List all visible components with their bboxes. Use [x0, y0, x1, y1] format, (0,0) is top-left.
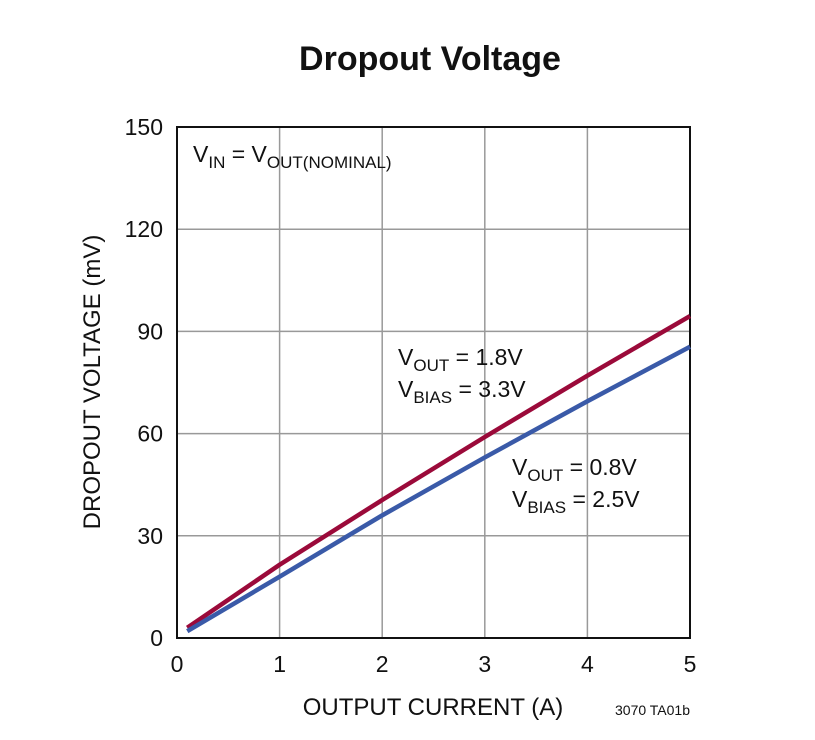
series-line [185, 314, 692, 630]
text-part: V [398, 376, 414, 402]
text-part: = 2.5V [566, 486, 640, 512]
series-label: VBIAS = 3.3V [398, 376, 526, 407]
x-axis-label: OUTPUT CURRENT (A) [303, 694, 563, 721]
y-tick-label: 30 [137, 523, 163, 549]
x-tick-label: 0 [171, 651, 184, 677]
x-tick-label: 3 [478, 651, 491, 677]
text-part: V [398, 344, 414, 370]
text-part: V [512, 454, 528, 480]
series-label: VOUT = 0.8V [512, 454, 637, 485]
series-label: VBIAS = 2.5V [512, 486, 640, 517]
y-axis-label: DROPOUT VOLTAGE (mV) [79, 235, 106, 530]
text-part: V [193, 141, 209, 167]
y-tick-label: 150 [125, 114, 163, 140]
footnote: 3070 TA01b [615, 702, 690, 718]
x-tick-label: 5 [684, 651, 697, 677]
subscript: OUT [527, 466, 563, 485]
y-tick-label: 0 [150, 625, 163, 651]
subscript: BIAS [527, 498, 566, 517]
text-part: V [512, 486, 528, 512]
chart-title: Dropout Voltage [299, 40, 561, 78]
x-tick-label: 1 [273, 651, 286, 677]
plot-frame [176, 126, 691, 639]
y-tick-label: 90 [137, 318, 163, 344]
series-line [186, 344, 692, 634]
x-tick-label: 4 [581, 651, 594, 677]
subscript: IN [208, 153, 225, 172]
annotation: VIN = VOUT(NOMINAL) [193, 141, 392, 172]
text-part: = V [225, 141, 267, 167]
text-part: = 1.8V [449, 344, 523, 370]
x-tick-label: 2 [376, 651, 389, 677]
subscript: BIAS [413, 388, 452, 407]
text-part: = 0.8V [563, 454, 637, 480]
y-tick-label: 60 [137, 421, 163, 447]
subscript: OUT [413, 356, 449, 375]
series-label: VOUT = 1.8V [398, 344, 523, 375]
text-part: = 3.3V [452, 376, 526, 402]
subscript: OUT(NOMINAL) [267, 153, 392, 172]
y-tick-label: 120 [125, 216, 163, 242]
